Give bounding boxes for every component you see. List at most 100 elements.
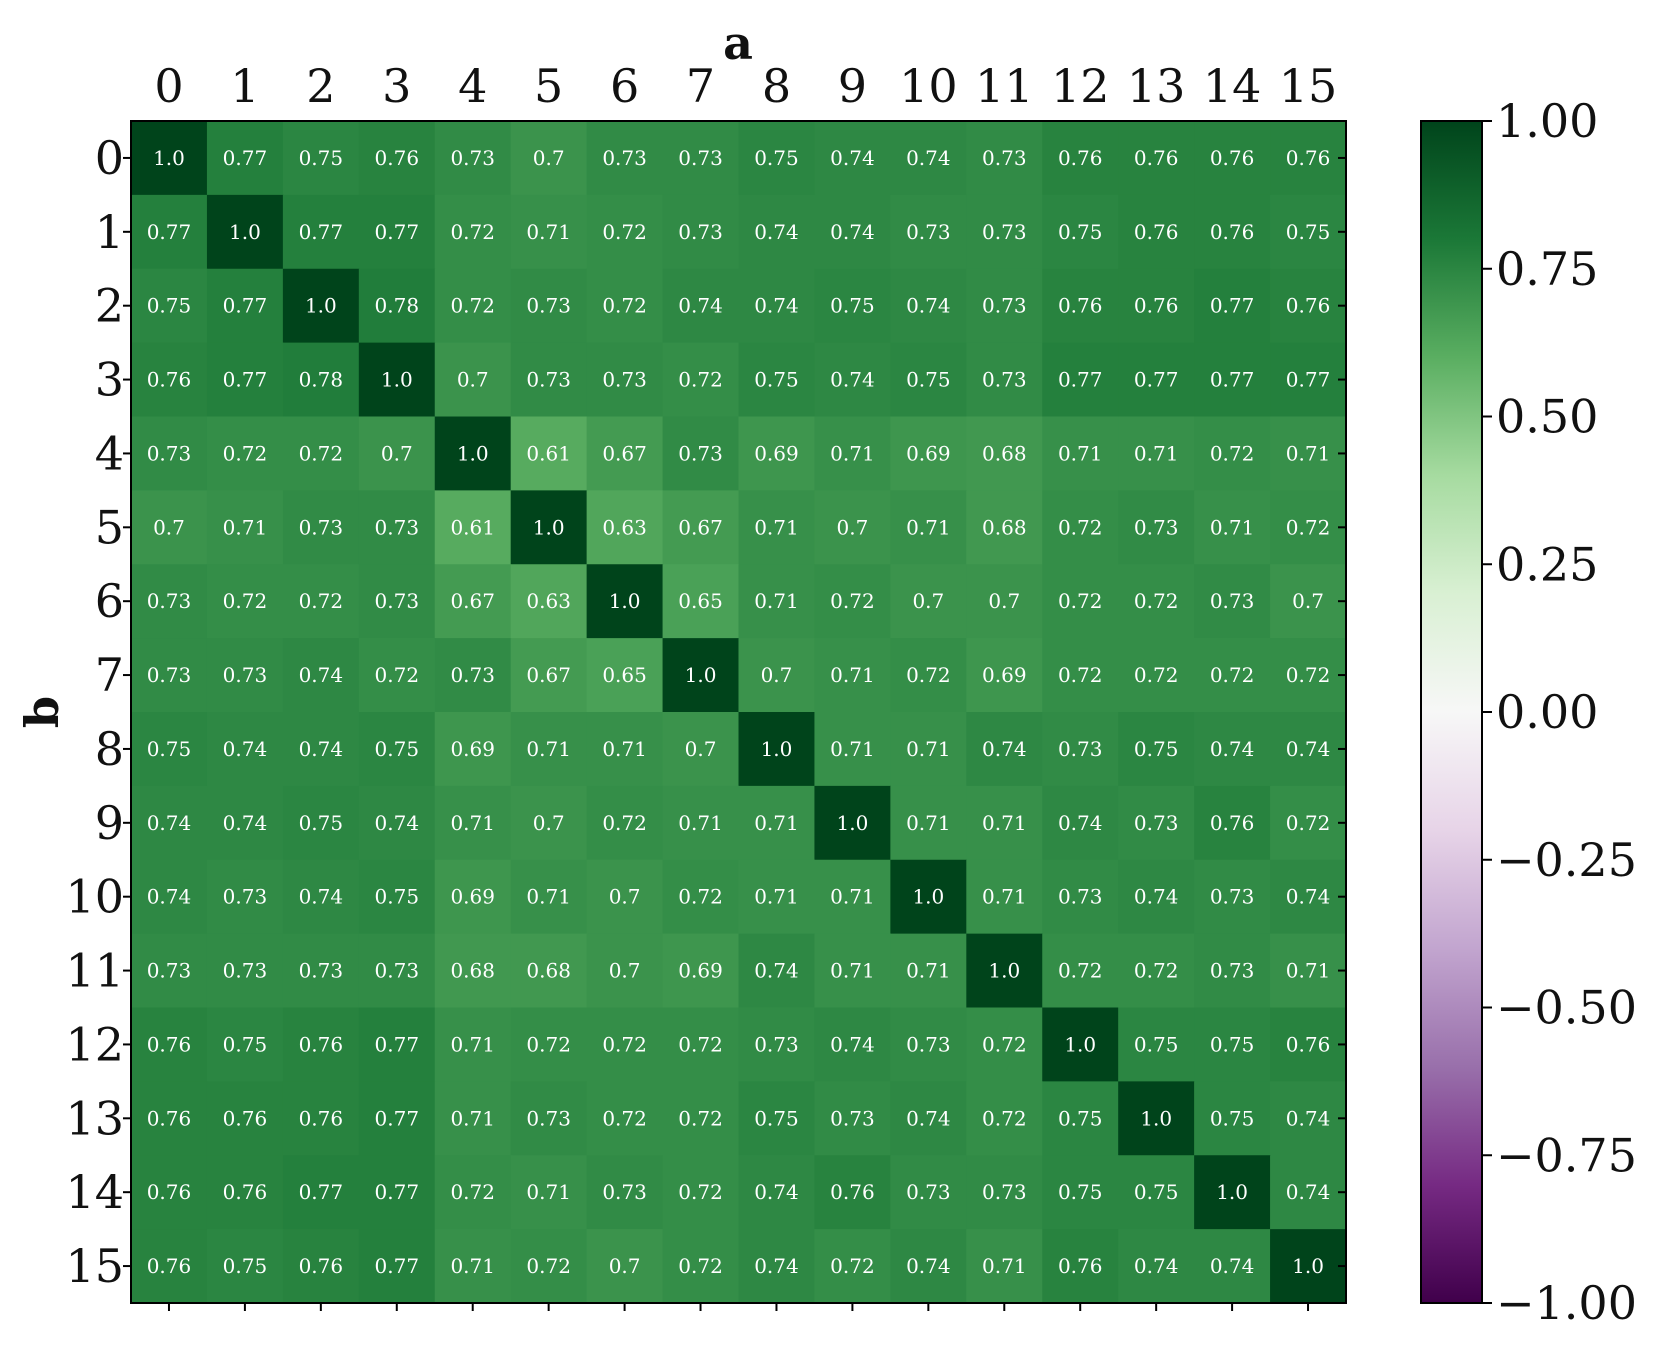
colorbar-tick-label: −0.50 bbox=[1496, 981, 1637, 1035]
heatmap-cell bbox=[1118, 1007, 1195, 1082]
x-axis-title: a bbox=[723, 16, 753, 70]
heatmap-cell bbox=[738, 342, 816, 418]
cell-value-label: 0.75 bbox=[754, 368, 799, 392]
heatmap-cell bbox=[282, 268, 360, 344]
heatmap-cell bbox=[662, 859, 740, 935]
cell-value-label: 0.72 bbox=[602, 220, 647, 244]
heatmap-cell bbox=[282, 859, 360, 935]
cell-value-label: 0.73 bbox=[375, 589, 420, 613]
heatmap-cell bbox=[738, 933, 816, 1009]
cell-value-label: 0.74 bbox=[147, 885, 192, 909]
cell-value-label: 0.71 bbox=[830, 663, 875, 687]
cell-value-label: 0.71 bbox=[223, 515, 268, 539]
cell-value-label: 0.72 bbox=[678, 1106, 723, 1130]
cell-value-label: 0.75 bbox=[223, 1032, 268, 1056]
heatmap-cell bbox=[358, 1229, 436, 1304]
cell-value-label: 0.69 bbox=[906, 441, 951, 465]
cell-value-label: 0.69 bbox=[450, 885, 495, 909]
colorbar-tick-label: 0.50 bbox=[1496, 390, 1598, 444]
cell-value-label: 0.75 bbox=[830, 294, 875, 318]
heatmap-cell bbox=[131, 1081, 208, 1156]
cell-value-label: 0.74 bbox=[299, 663, 344, 687]
heatmap-cell bbox=[738, 859, 816, 935]
heatmap-cell bbox=[662, 1007, 740, 1082]
heatmap-cell bbox=[586, 1229, 664, 1304]
cell-value-label: 0.74 bbox=[1134, 1254, 1179, 1278]
cell-value-label: 0.73 bbox=[982, 294, 1027, 318]
cell-value-label: 0.74 bbox=[754, 959, 799, 983]
y-tick-label: 14 bbox=[65, 1165, 124, 1219]
x-tick-label: 1 bbox=[230, 59, 259, 113]
cell-value-label: 0.72 bbox=[450, 1180, 495, 1204]
cell-value-label: 0.72 bbox=[1134, 589, 1179, 613]
cell-value-label: 1.0 bbox=[1292, 1254, 1324, 1278]
cell-value-label: 0.74 bbox=[1286, 1180, 1331, 1204]
heatmap-cell bbox=[1042, 1081, 1119, 1156]
heatmap-cell bbox=[510, 564, 588, 639]
heatmap-cell bbox=[206, 859, 284, 935]
heatmap-cell bbox=[586, 1007, 664, 1082]
cell-value-label: 0.68 bbox=[526, 959, 571, 983]
heatmap-cell bbox=[662, 933, 740, 1009]
cell-value-label: 0.72 bbox=[1286, 811, 1331, 835]
cell-value-label: 0.73 bbox=[450, 663, 495, 687]
heatmap-cell bbox=[510, 121, 588, 196]
cell-value-label: 0.75 bbox=[1134, 1032, 1179, 1056]
cell-value-label: 0.76 bbox=[1134, 294, 1179, 318]
y-tick-label: 5 bbox=[95, 500, 124, 554]
cell-value-label: 0.73 bbox=[982, 220, 1027, 244]
cell-value-label: 0.74 bbox=[1210, 737, 1255, 761]
cell-value-label: 0.73 bbox=[147, 589, 192, 613]
heatmap-cell bbox=[1042, 1229, 1119, 1304]
heatmap-cell bbox=[966, 121, 1043, 196]
cell-value-label: 1.0 bbox=[229, 220, 261, 244]
colorbar-tick-label: 0.75 bbox=[1496, 242, 1598, 296]
heatmap-cell bbox=[586, 564, 664, 639]
heatmap-cell bbox=[434, 1155, 512, 1230]
cell-value-label: 0.73 bbox=[223, 663, 268, 687]
cell-value-label: 0.74 bbox=[830, 146, 875, 170]
heatmap-cell bbox=[358, 859, 436, 935]
heatmap-cell bbox=[1270, 933, 1347, 1009]
cell-value-label: 0.72 bbox=[1286, 515, 1331, 539]
colorbar-tick-label: −0.75 bbox=[1496, 1128, 1637, 1182]
cell-value-label: 0.72 bbox=[299, 441, 344, 465]
heatmap-cell bbox=[510, 268, 588, 344]
cell-value-label: 0.72 bbox=[602, 1106, 647, 1130]
heatmap-cell bbox=[586, 416, 664, 491]
cell-value-label: 1.0 bbox=[1064, 1032, 1096, 1056]
cell-value-label: 0.61 bbox=[526, 441, 571, 465]
heatmap-cell bbox=[586, 712, 664, 787]
cell-value-label: 0.7 bbox=[912, 589, 944, 613]
cell-value-label: 0.73 bbox=[147, 959, 192, 983]
heatmap-cell bbox=[890, 1229, 967, 1304]
cell-value-label: 0.75 bbox=[375, 737, 420, 761]
cell-value-label: 0.74 bbox=[830, 368, 875, 392]
heatmap-cell bbox=[814, 1081, 891, 1156]
cell-value-label: 0.76 bbox=[830, 1180, 875, 1204]
heatmap-cell bbox=[1194, 1229, 1271, 1304]
cell-value-label: 0.73 bbox=[223, 959, 268, 983]
heatmap-cell bbox=[434, 638, 512, 713]
cell-value-label: 0.71 bbox=[1286, 959, 1331, 983]
heatmap-cell bbox=[890, 490, 967, 565]
heatmap-cell bbox=[890, 638, 967, 713]
heatmap-cell bbox=[1118, 1081, 1195, 1156]
heatmap-cell bbox=[1042, 342, 1119, 418]
cell-value-label: 0.73 bbox=[1210, 885, 1255, 909]
heatmap-cell bbox=[1194, 859, 1271, 935]
cell-value-label: 0.72 bbox=[602, 294, 647, 318]
heatmap-cell bbox=[1270, 194, 1347, 270]
cell-value-label: 0.71 bbox=[1210, 515, 1255, 539]
heatmap-cell bbox=[510, 416, 588, 491]
cell-value-label: 0.7 bbox=[988, 589, 1020, 613]
cell-value-label: 0.75 bbox=[1058, 1106, 1103, 1130]
heatmap-cell bbox=[282, 564, 360, 639]
cell-value-label: 0.7 bbox=[609, 885, 641, 909]
heatmap-cell bbox=[586, 933, 664, 1009]
heatmap-cell bbox=[282, 490, 360, 565]
heatmap-cell bbox=[1194, 1007, 1271, 1082]
heatmap-cell bbox=[966, 638, 1043, 713]
heatmap-cell bbox=[1118, 1229, 1195, 1304]
heatmap-cell bbox=[662, 1229, 740, 1304]
